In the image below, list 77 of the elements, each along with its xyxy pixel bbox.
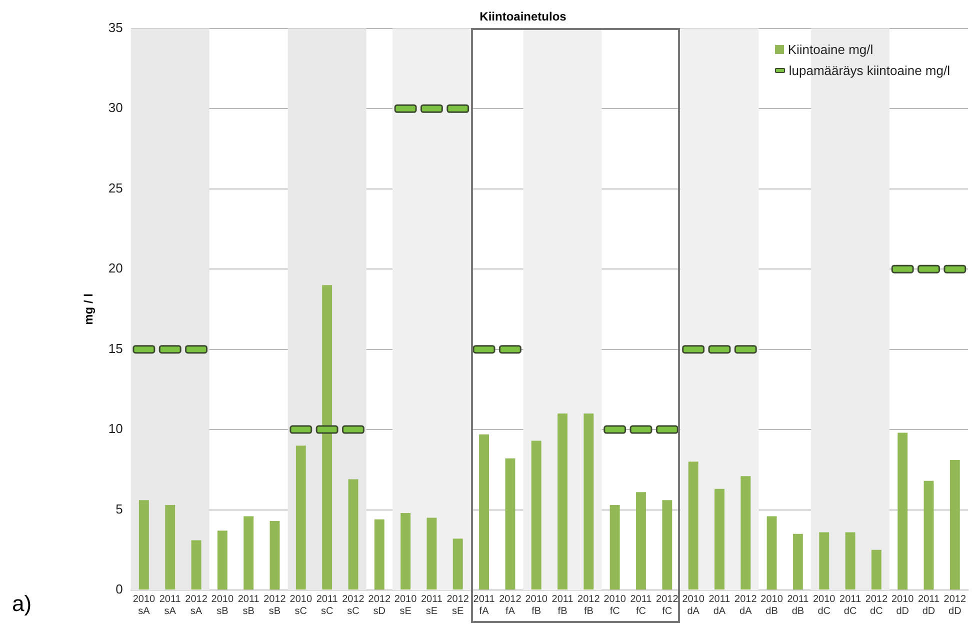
x-tick-label: 2010 fC [604,594,626,617]
text: a) [12,591,32,616]
x-tick-label: 2011 dB [787,594,810,617]
y-tick-label: 35 [108,20,123,35]
bar [400,512,411,590]
bar [584,413,594,590]
y-tick-label: 30 [108,100,123,116]
bar [924,480,934,590]
y-tick-label: 10 [108,421,123,436]
bar [766,516,777,590]
y-axis-title: mg / l [82,294,96,325]
bar [270,521,280,590]
bar [662,500,672,590]
bar [138,500,149,590]
x-tick-label: 2012 sA [185,594,208,617]
bar [898,432,908,590]
y-tick-label: 25 [108,180,123,196]
y-tick-label: 5 [116,501,123,516]
bar [792,534,803,590]
bar [636,492,646,590]
bar [191,540,202,590]
x-tick-label: 2012 dA [734,594,758,617]
x-tick-label: 2012 fC [656,594,679,617]
y-tick-label: 20 [108,260,123,276]
x-tick-label: 2010 dC [812,594,836,617]
bar [845,532,856,590]
bar [217,530,228,590]
x-tick-label: 2010 sB [211,594,234,617]
x-tick-label: 2012 sC [342,594,365,617]
x-tick-label: 2011 sE [420,594,443,617]
bar [505,458,516,590]
bar [426,518,437,590]
bar [871,550,882,590]
bar [479,434,489,590]
bar [819,532,830,590]
x-tick-label: 2010 sA [132,594,156,617]
x-tick-label: 2012 fA [499,594,522,617]
x-tick-label: 2011 sC [316,594,338,617]
bar [950,460,960,590]
bar [296,446,306,590]
bar [688,462,698,590]
bar [374,519,384,590]
bar [610,504,620,590]
x-tick-label: 2012 fB [578,594,600,617]
x-tick-label: 2012 dD [944,594,966,617]
x-tick-label: 2011 sA [159,594,182,617]
x-tick-label: 2011 sB [238,594,260,617]
x-tick-label: 2010 sC [290,594,312,617]
x-tick-label: 2011 dC [840,594,862,617]
x-tick-label: 2010 dA [682,594,705,617]
x-tick-label: 2010 dB [760,594,784,617]
x-tick-label: 2011 fB [552,594,574,617]
bar [714,488,724,590]
bar [244,516,254,590]
chart-title: Kiintoainetulos [480,10,567,24]
y-tick-label: 0 [116,582,123,597]
x-tick-label: 2010 dD [891,594,914,617]
x-tick-label: 2012 sD [368,594,391,617]
x-tick-label: 2012 sB [264,594,286,617]
x-tick-label: 2012 dC [865,594,888,617]
legend-label: Kiintoaine mg/l [788,42,874,58]
bar [165,504,176,590]
bar [558,413,568,590]
x-tick-label: 2011 fA [473,594,496,617]
x-tick-label: 2010 fB [525,594,548,617]
x-tick-label: 2011 dA [708,594,731,617]
bar [452,538,463,590]
legend-label: lupamääräys kiintoaine mg/l [788,63,950,78]
bar [322,285,332,590]
x-tick-label: 2010 sE [394,594,418,617]
bar [348,479,358,590]
x-tick-label: 2011 fC [630,594,652,617]
bar [531,440,542,590]
y-tick-label: 15 [108,340,123,356]
x-tick-label: 2012 sE [446,594,470,617]
bar [740,476,751,590]
x-tick-label: 2011 dD [918,594,940,617]
